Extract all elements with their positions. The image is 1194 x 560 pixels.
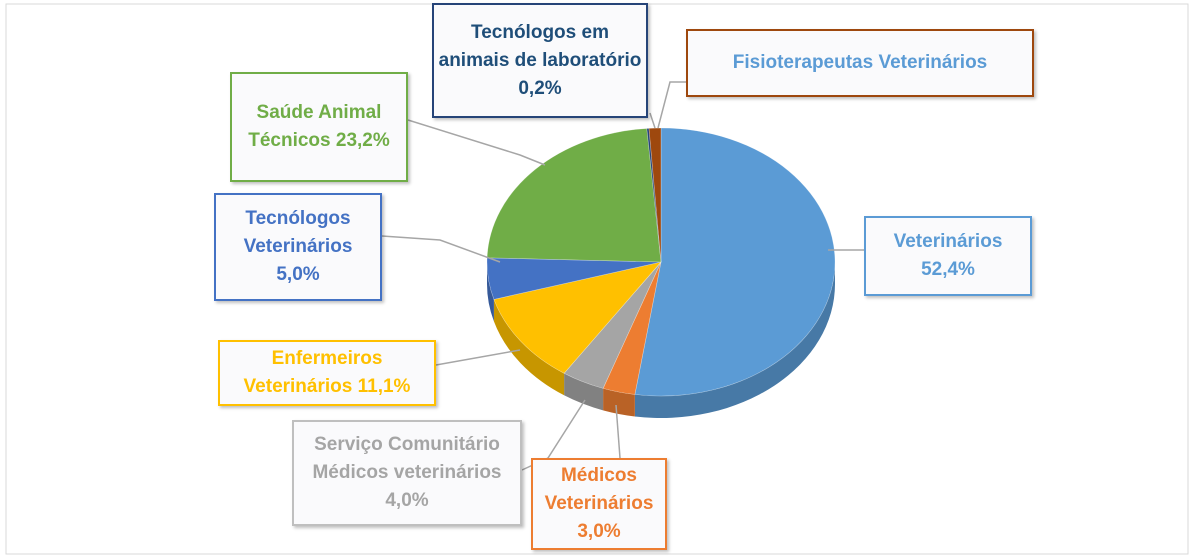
label-text: Saúde Animal Técnicos 23,2% <box>236 99 402 155</box>
slice <box>648 127 662 263</box>
category-label: Tecnólogos em animais de laboratório <box>438 21 642 71</box>
value-label: 11,1% <box>357 376 411 397</box>
leader-lines <box>381 81 864 471</box>
data-label: Médicos Veterinários 3,0% <box>531 458 667 550</box>
data-label: Enfermeiros Veterinários 11,1% <box>218 340 436 406</box>
label-text: Serviço Comunitário Médicos veterinários… <box>298 431 516 515</box>
category-label: Saúde Animal Técnicos <box>248 102 382 151</box>
label-text: Tecnólogos em animais de laboratório 0,2… <box>438 19 642 103</box>
leader-line <box>657 81 686 129</box>
label-text: Tecnólogos Veterinários 5,0% <box>220 205 376 289</box>
category-label: Tecnólogos Veterinários <box>243 208 353 257</box>
label-text: Fisioterapeutas Veterinários <box>733 49 988 77</box>
value-label: 52,4% <box>921 259 975 280</box>
value-label: 5,0% <box>276 264 320 285</box>
slice <box>602 261 662 395</box>
slice <box>486 128 662 263</box>
data-label: Fisioterapeutas Veterinários <box>686 29 1034 97</box>
leader-line <box>615 404 621 459</box>
category-label: Serviço Comunitário Médicos veterinários <box>312 434 502 483</box>
value-label: 0,2% <box>518 77 562 99</box>
slice-side <box>487 262 494 322</box>
data-label: Tecnólogos em animais de laboratório 0,2… <box>432 3 648 118</box>
leader-line <box>649 112 656 129</box>
slice-side <box>603 388 635 417</box>
category-label: Veterinários <box>893 231 1003 252</box>
label-text: Veterinários 52,4% <box>870 228 1026 284</box>
category-label: Fisioterapeutas Veterinários <box>732 52 988 73</box>
category-label: Médicos Veterinários <box>544 465 654 514</box>
slice-side <box>564 373 604 411</box>
slice <box>634 127 836 397</box>
data-label: Veterinários 52,4% <box>864 216 1032 296</box>
label-text: Enfermeiros Veterinários 11,1% <box>224 345 430 401</box>
slice-side <box>493 299 565 396</box>
slice-side <box>634 262 835 418</box>
value-label: 4,0% <box>385 490 429 511</box>
value-label: 23,2% <box>335 130 390 151</box>
slice <box>563 261 662 389</box>
leader-line <box>381 235 501 263</box>
slice <box>646 128 662 263</box>
leader-line <box>435 349 521 366</box>
data-label: Saúde Animal Técnicos 23,2% <box>230 72 408 182</box>
value-label: 3,0% <box>577 521 621 542</box>
data-label: Tecnólogos Veterinários 5,0% <box>214 193 382 301</box>
category-label: Enfermeiros Veterinários <box>243 348 383 397</box>
slice <box>493 261 662 374</box>
data-label: Serviço Comunitário Médicos veterinários… <box>292 420 522 526</box>
leader-line <box>407 119 546 166</box>
label-text: Médicos Veterinários 3,0% <box>537 462 661 546</box>
